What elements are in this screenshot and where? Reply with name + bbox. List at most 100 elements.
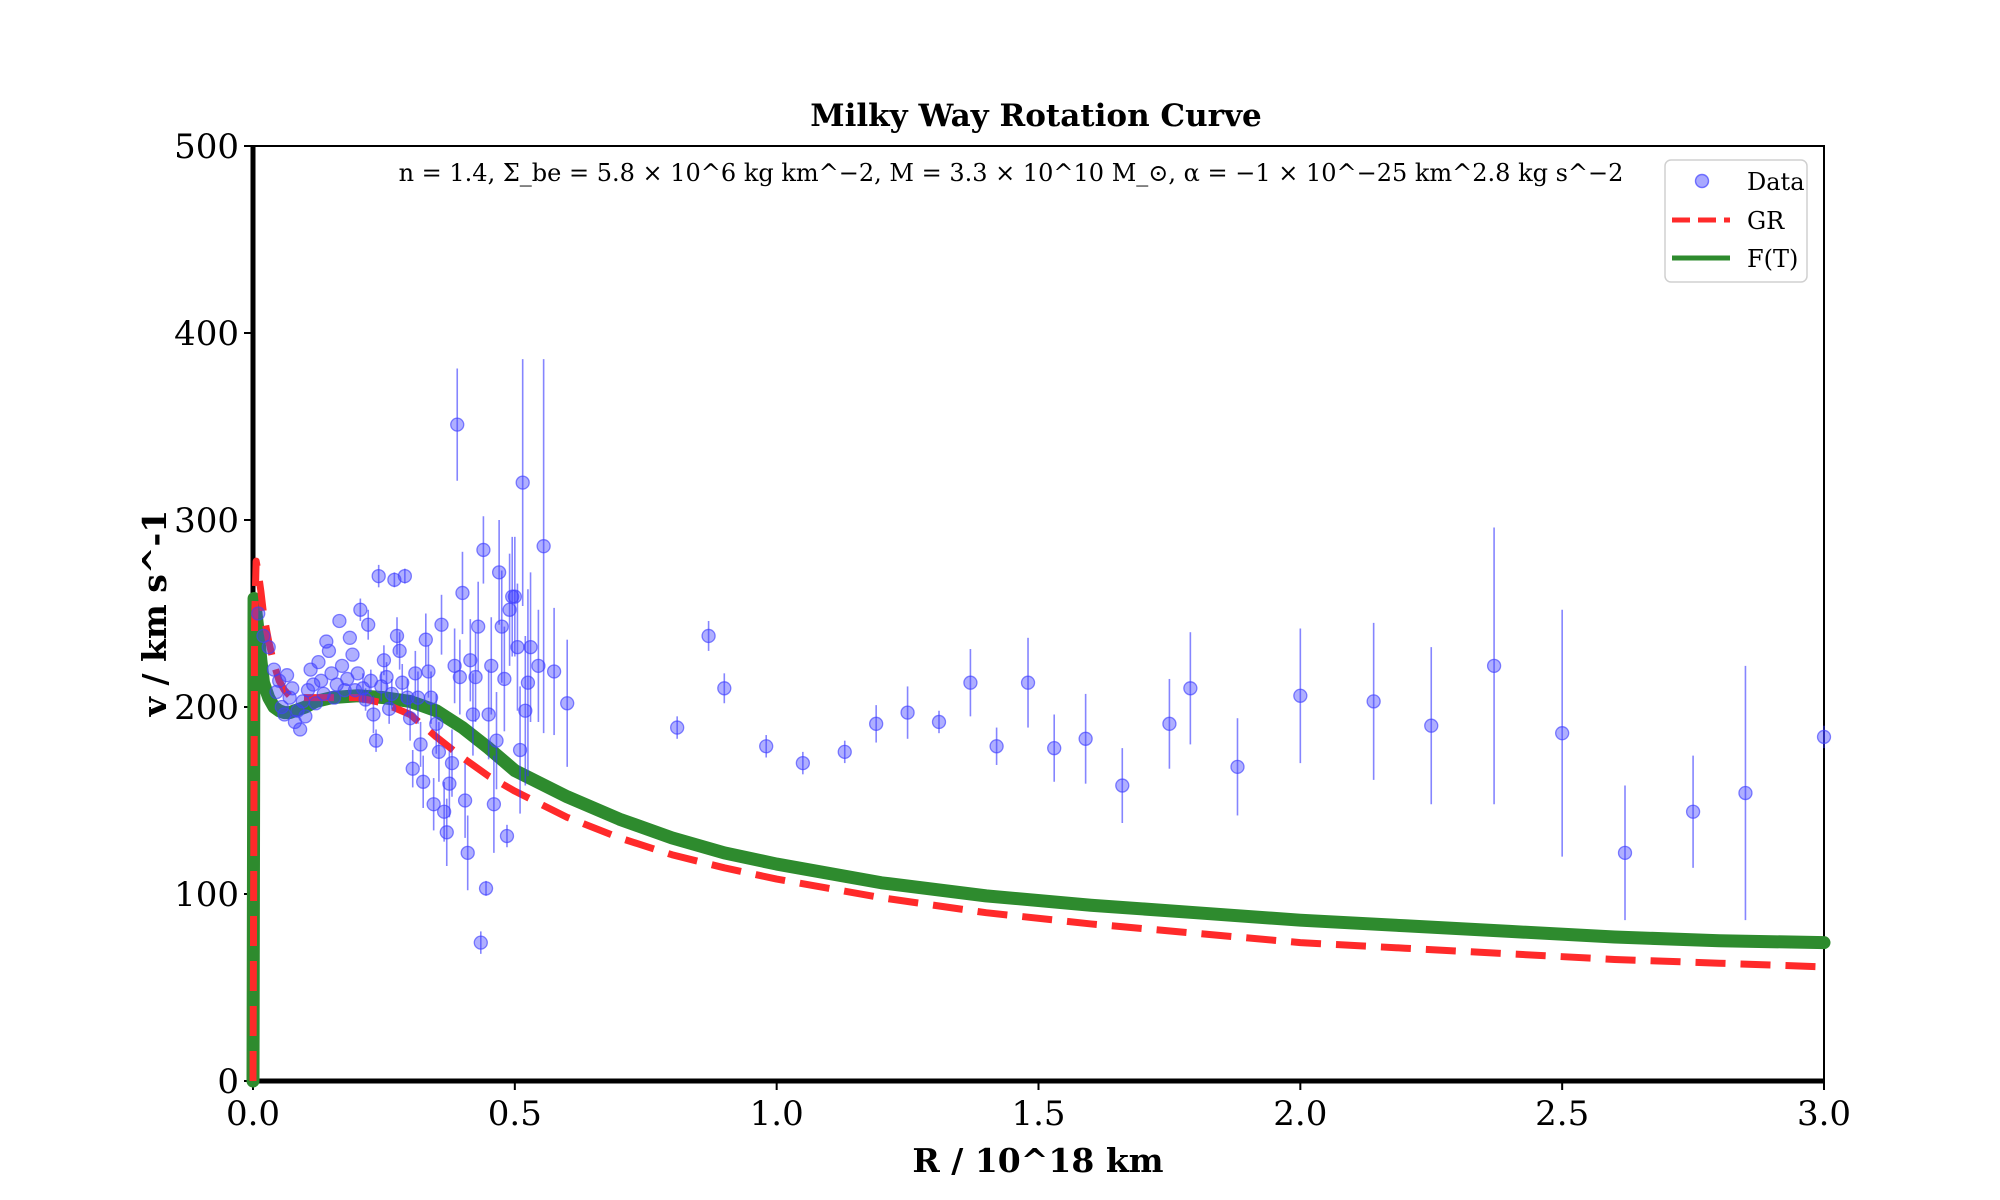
data-point [416, 774, 431, 789]
data-point [520, 675, 536, 690]
data-point [408, 666, 423, 681]
data-point [1020, 675, 1036, 690]
y-tick-label: 500 [174, 127, 239, 167]
data-point [395, 675, 410, 690]
data-point [384, 686, 399, 702]
y-tick-label: 400 [174, 314, 239, 354]
data-point [837, 744, 852, 760]
data-point [410, 690, 426, 705]
data-point [361, 617, 376, 632]
data-point [463, 653, 478, 668]
data-point [444, 755, 460, 771]
data-point [499, 828, 515, 844]
data-point [316, 686, 331, 702]
data-point [515, 475, 530, 490]
data-point [486, 797, 502, 812]
data-point [560, 696, 575, 711]
data-point [274, 699, 289, 715]
data-point [795, 755, 810, 771]
data-point [546, 664, 562, 679]
data-point [429, 716, 444, 731]
chart-title: Milky Way Rotation Curve [810, 98, 1261, 134]
data-point [368, 733, 384, 748]
x-tick-label: 2.5 [1535, 1094, 1589, 1134]
data-point [334, 658, 350, 674]
y-tick-label: 200 [174, 688, 239, 728]
data-point [1047, 740, 1062, 756]
data-point [434, 617, 449, 632]
data-point [473, 935, 488, 950]
data-point [311, 654, 326, 670]
data-point [536, 539, 551, 554]
data-point [251, 606, 266, 621]
data-point [717, 681, 732, 696]
data-point [455, 585, 470, 601]
data-point [468, 669, 483, 685]
data-point [431, 744, 447, 760]
legend: Data GR F(T) [1664, 159, 1808, 283]
data-point [285, 681, 300, 696]
data-point [457, 793, 473, 808]
y-axis-label: v / km s^-1 [135, 510, 174, 717]
data-point [523, 640, 538, 655]
data-point [342, 630, 358, 645]
data-point [402, 711, 418, 726]
x-tick-label: 1.5 [1011, 1094, 1065, 1134]
data-point [900, 705, 915, 720]
data-point [1555, 726, 1570, 741]
data-point [366, 707, 381, 722]
data-point [452, 669, 467, 685]
data-point [337, 683, 352, 698]
legend-data-label: Data [1747, 168, 1805, 196]
data-point [471, 619, 486, 634]
legend-data-marker [1694, 173, 1710, 189]
data-point [481, 707, 496, 722]
data-point [405, 761, 420, 776]
data-point [413, 737, 428, 752]
data-point [269, 684, 284, 700]
data-point [1366, 694, 1381, 709]
data-point [489, 733, 504, 748]
x-tick-label: 1.0 [750, 1094, 804, 1134]
data-point [371, 568, 386, 584]
data-point [484, 658, 499, 674]
y-tick-label: 100 [174, 875, 239, 915]
data-point [1816, 729, 1832, 745]
data-point [1617, 845, 1633, 861]
x-tick-label: 0.5 [488, 1094, 542, 1134]
data-point [442, 776, 457, 791]
x-axis-label: R / 10^18 km [912, 1141, 1163, 1180]
data-point [931, 714, 947, 730]
data-point [531, 658, 546, 674]
data-point [321, 643, 337, 659]
data-point [261, 640, 276, 655]
data-point [279, 668, 295, 683]
data-point [292, 722, 308, 737]
data-point [1486, 658, 1502, 674]
data-point [869, 716, 884, 731]
data-point [497, 671, 512, 687]
x-tick-label: 3.0 [1797, 1094, 1851, 1134]
data-point [376, 653, 392, 668]
data-point [507, 589, 522, 604]
data-point [989, 739, 1004, 754]
data-point [494, 619, 509, 634]
y-tick-label: 0 [217, 1062, 239, 1102]
data-point [1230, 759, 1245, 774]
data-point [439, 825, 454, 840]
legend-box [1664, 159, 1808, 283]
data-point [510, 640, 525, 655]
data-point [379, 669, 394, 685]
x-tick-label: 0.0 [226, 1094, 280, 1134]
data-point [308, 696, 323, 711]
data-point [670, 720, 685, 735]
legend-ft-label: F(T) [1747, 245, 1798, 273]
data-point [1115, 778, 1130, 793]
data-point [345, 647, 360, 662]
data-point [450, 417, 465, 432]
data-point [397, 568, 413, 584]
data-point [512, 742, 528, 758]
y-axis-ticks: 0 100 200 300 400 500 [174, 127, 253, 1102]
data-point [1183, 681, 1198, 696]
